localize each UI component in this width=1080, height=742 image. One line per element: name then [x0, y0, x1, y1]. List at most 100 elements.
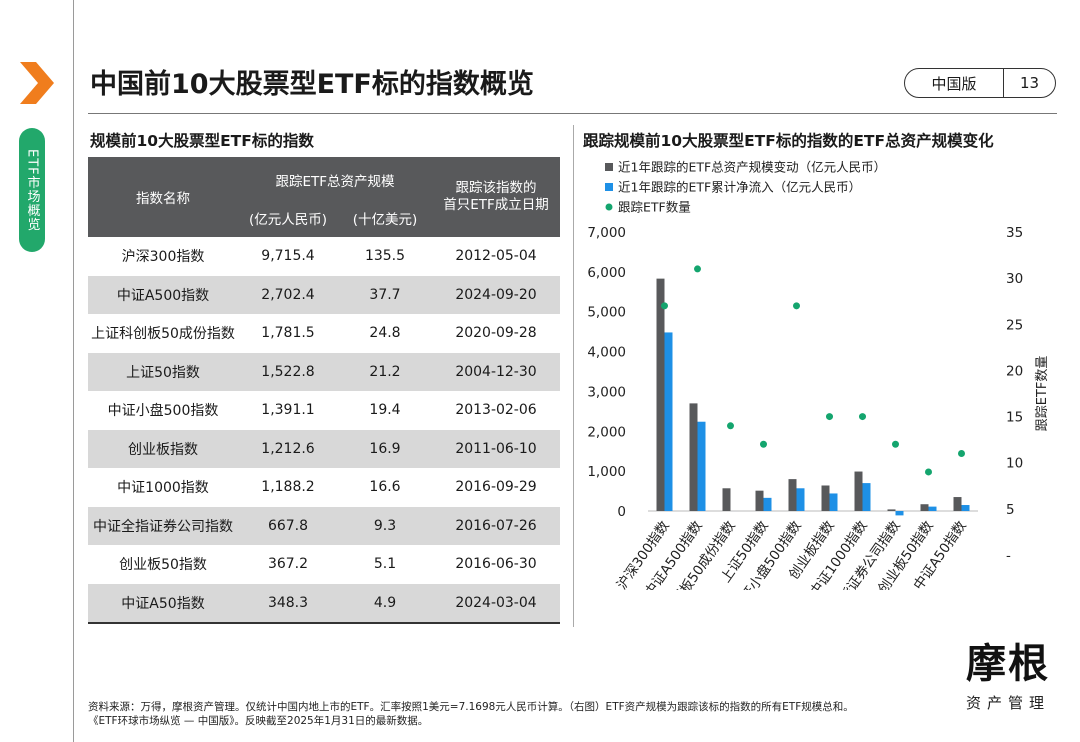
- legend-marker: [605, 183, 613, 191]
- cell-aum-cny: 2,702.4: [238, 275, 338, 314]
- cell-index-name: 上证科创板50成份指数: [91, 326, 235, 343]
- cell-index-name: 中证A500指数: [88, 275, 238, 314]
- scatter-point: [727, 422, 734, 430]
- scatter-point: [793, 302, 800, 310]
- side-section-tab[interactable]: ETF市场概览: [19, 128, 45, 252]
- bar: [656, 278, 665, 511]
- bar: [862, 483, 871, 511]
- cell-index-name: 中证1000指数: [117, 480, 209, 497]
- bar: [961, 505, 970, 511]
- cell-index-name: 中证全指证券公司指数: [88, 506, 238, 545]
- y-left-tick-label: 5,000: [587, 305, 626, 321]
- scatter-point: [826, 413, 833, 421]
- scatter-point: [892, 440, 899, 448]
- table-row: 上证50指数 1,522.8 21.2 2004-12-30: [88, 352, 560, 391]
- cell-first-etf-date: 2013-02-06: [455, 402, 537, 419]
- y-left-tick-label: 7,000: [587, 225, 626, 241]
- cell-first-etf-date: 2024-09-20: [432, 275, 560, 314]
- cell-first-etf-date: 2016-06-30: [455, 556, 537, 573]
- index-table: 指数名称 跟踪ETF总资产规模 跟踪该指数的 首只ETF成立日期 (亿元人民币)…: [88, 157, 560, 624]
- bar: [928, 506, 937, 511]
- cell-aum-cny: 367.2: [267, 556, 309, 573]
- y-right-tick-label: 5: [1006, 502, 1015, 518]
- footnote: 资料来源：万得，摩根资产管理。仅统计中国内地上市的ETF。汇率按照1美元=7.1…: [88, 700, 854, 728]
- legend-marker: [605, 163, 613, 171]
- scatter-point: [661, 302, 668, 310]
- aum-change-chart: 近1年跟踪的ETF总资产规模变动（亿元人民币） 近1年跟踪的ETF累计净流入（亿元…: [587, 160, 1050, 591]
- col-header-name: 指数名称: [88, 157, 238, 237]
- bar: [788, 479, 797, 511]
- cell-aum-usd: 24.8: [369, 325, 401, 342]
- scatter-point: [958, 449, 965, 457]
- y-right-tick-label: 35: [1006, 225, 1023, 241]
- cell-index-name: 中证A50指数: [88, 583, 238, 624]
- cell-first-etf-date: 2020-09-28: [455, 325, 537, 342]
- y-left-tick-label: 3,000: [587, 384, 626, 400]
- y-left-tick-label: 6,000: [587, 265, 626, 281]
- cell-aum-cny: 348.3: [238, 583, 338, 624]
- cell-index-name: 中证小盘500指数: [107, 403, 219, 420]
- legend-label: 近1年跟踪的ETF总资产规模变动（亿元人民币）: [618, 160, 886, 175]
- cell-aum-cny: 1,391.1: [261, 402, 315, 419]
- cell-aum-cny: 1,522.8: [238, 352, 338, 391]
- y-right-tick-label: 20: [1006, 363, 1023, 379]
- cell-first-etf-date: 2004-12-30: [432, 352, 560, 391]
- cell-aum-usd: 9.3: [338, 506, 432, 545]
- cell-aum-cny: 1,212.6: [238, 429, 338, 468]
- bar: [895, 511, 904, 516]
- y-right-tick-label: -: [1006, 548, 1011, 564]
- left-section-title: 规模前10大股票型ETF标的指数: [90, 132, 314, 150]
- y-right-tick-label: 25: [1006, 317, 1023, 333]
- cell-index-name: 沪深300指数: [121, 249, 205, 266]
- cell-aum-usd: 135.5: [364, 248, 406, 265]
- cell-first-etf-date: 2012-05-04: [455, 248, 537, 265]
- y-right-axis-label: 跟踪ETF数量: [1035, 356, 1050, 432]
- bar: [920, 504, 929, 511]
- col-header-aum-usd: (十亿美元): [338, 199, 432, 237]
- page-number: 13: [1019, 74, 1040, 92]
- table-row: 中证A500指数 2,702.4 37.7 2024-09-20: [88, 275, 560, 314]
- bar: [763, 497, 772, 511]
- edition-label: 中国版: [905, 69, 1004, 97]
- cell-aum-usd: 37.7: [338, 275, 432, 314]
- left-margin-line: [73, 0, 74, 742]
- table-row: 中证A50指数 348.3 4.9 2024-03-04: [88, 583, 560, 624]
- section-divider: [573, 125, 574, 627]
- table-row: 中证全指证券公司指数 667.8 9.3 2016-07-26: [88, 506, 560, 545]
- bar: [953, 497, 962, 511]
- footnote-line-2: 《ETF环球市场纵览 — 中国版》。反映截至2025年1月31日的最新数据。: [88, 715, 429, 727]
- bar: [722, 488, 731, 511]
- cell-aum-cny: 1,188.2: [261, 479, 315, 496]
- bar: [854, 471, 863, 511]
- bar: [829, 493, 838, 511]
- bar: [689, 403, 698, 511]
- col-header-aum: 跟踪ETF总资产规模: [238, 157, 432, 199]
- cell-aum-usd: 19.4: [369, 402, 401, 419]
- bar: [821, 485, 830, 511]
- legend-label: 跟踪ETF数量: [618, 200, 691, 215]
- side-tab-label: ETF市场概览: [24, 148, 40, 232]
- y-left-tick-label: 2,000: [587, 424, 626, 440]
- bar: [755, 490, 764, 511]
- table-row: 沪深300指数 9,715.4 135.5 2012-05-04: [88, 237, 560, 276]
- y-right-tick-label: 10: [1006, 456, 1023, 472]
- table-row: 创业板50指数 367.2 5.1 2016-06-30: [88, 545, 560, 584]
- page-title: 中国前10大股票型ETF标的指数概览: [90, 69, 534, 100]
- col-header-aum-cny: (亿元人民币): [238, 199, 338, 237]
- cell-aum-cny: 1,781.5: [261, 325, 315, 342]
- cell-first-etf-date: 2011-06-10: [432, 429, 560, 468]
- cell-first-etf-date: 2024-03-04: [432, 583, 560, 624]
- cell-aum-usd: 21.2: [338, 352, 432, 391]
- scatter-point: [859, 413, 866, 421]
- chevron-right-icon: [20, 62, 54, 104]
- title-rule: [88, 113, 1057, 114]
- table-row: 中证1000指数 1,188.2 16.6 2016-09-29: [88, 468, 560, 507]
- cell-index-name: 创业板50指数: [119, 557, 207, 574]
- cell-aum-cny: 667.8: [238, 506, 338, 545]
- cell-first-etf-date: 2016-09-29: [455, 479, 537, 496]
- cell-aum-usd: 16.6: [369, 479, 401, 496]
- cell-aum-usd: 16.9: [338, 429, 432, 468]
- y-left-tick-label: 4,000: [587, 345, 626, 361]
- table-row: 创业板指数 1,212.6 16.9 2011-06-10: [88, 429, 560, 468]
- legend-label: 近1年跟踪的ETF累计净流入（亿元人民币）: [618, 180, 861, 195]
